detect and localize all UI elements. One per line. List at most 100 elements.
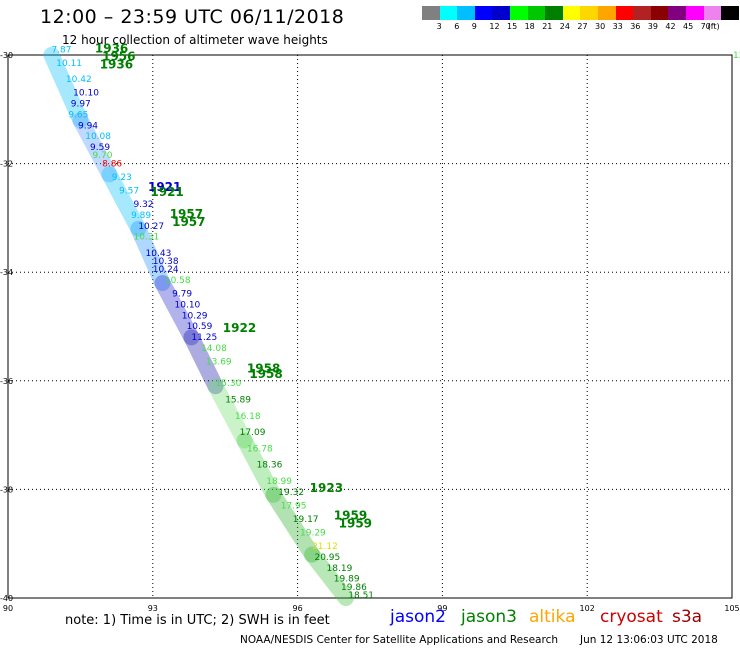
satellite-track-shading xyxy=(43,47,354,606)
credit-line: NOAA/NESDIS Center for Satellite Applica… xyxy=(240,634,558,646)
latitude-labels: -30 -32 -34 -36 -38 -40 xyxy=(0,51,13,603)
legend-unit: (ft) xyxy=(707,22,720,31)
wave-height-value: 10.58 xyxy=(165,276,191,286)
pass-time-label: 1936 xyxy=(95,41,128,55)
wave-height-value: 18.51 xyxy=(348,591,374,601)
legend-tick-label: 42 xyxy=(665,22,676,31)
map-grid xyxy=(8,55,732,598)
pass-time-label: 1956 xyxy=(102,49,135,63)
legend-tick-label: 21 xyxy=(542,22,553,31)
wave-height-value: 19.86 xyxy=(341,583,367,593)
legend-tick-label: 70 xyxy=(700,22,711,31)
legend-tick-label: 33 xyxy=(612,22,623,31)
legend-swatch xyxy=(422,6,440,20)
legend-swatch xyxy=(650,6,669,20)
wave-height-value: 19.29 xyxy=(300,529,326,539)
pass-time-label: 1957 xyxy=(172,215,205,229)
map-subtitle: 12 hour collection of altimeter wave hei… xyxy=(62,33,328,47)
wave-height-value: 18.99 xyxy=(266,477,292,487)
satellite-legend-altika: altika xyxy=(529,607,576,627)
legend-tick-label: 18 xyxy=(524,22,535,31)
track-segment xyxy=(130,220,171,292)
legend-swatch xyxy=(474,6,493,20)
track-segment xyxy=(101,166,147,237)
wave-height-value: 16.18 xyxy=(235,412,261,422)
wave-height-value: 10.29 xyxy=(182,311,208,321)
longitude-tick-label: 102 xyxy=(580,604,595,613)
wave-height-value: 10.10 xyxy=(175,300,201,310)
latitude-tick-label: -38 xyxy=(0,485,13,494)
footnote: note: 1) Time is in UTC; 2) SWH is in fe… xyxy=(65,613,330,628)
wave-height-observations: 7.87 19361956193610.1110.4210.109.979.659… xyxy=(51,41,374,601)
legend-tick-label: 24 xyxy=(559,22,570,31)
longitude-tick-label: 96 xyxy=(293,604,303,613)
edge-value-label: 12 xyxy=(733,51,740,61)
latitude-tick-label: -30 xyxy=(0,51,13,60)
satellite-legend-jason3: jason3 xyxy=(461,607,517,627)
wave-height-value: 9.57 xyxy=(119,186,139,196)
legend-swatch xyxy=(492,6,510,20)
legend-tick-label: 27 xyxy=(577,22,588,31)
wave-height-value: 9.65 xyxy=(68,110,88,120)
wave-height-value: 10.43 xyxy=(146,249,172,259)
legend-swatch xyxy=(439,6,458,20)
legend-tick-label: 6 xyxy=(454,22,460,31)
track-segment xyxy=(207,378,253,449)
wave-height-value: 9.79 xyxy=(172,290,192,300)
wave-height-value: 9.89 xyxy=(131,211,151,221)
wave-height-value: 9.97 xyxy=(71,100,91,110)
wave-height-value: 14.08 xyxy=(201,344,227,354)
wave-height-value: 7.87 xyxy=(51,45,71,55)
track-segment xyxy=(236,432,282,503)
wave-height-value: 19.89 xyxy=(334,575,360,585)
legend-swatch xyxy=(668,6,686,20)
track-segment xyxy=(43,47,89,129)
legend-swatch xyxy=(527,6,546,20)
pass-time-label: 1958 xyxy=(247,362,280,376)
pass-time-label: 1957 xyxy=(170,207,203,221)
legend-swatch xyxy=(597,6,616,20)
longitude-tick-label: 90 xyxy=(3,604,13,613)
wave-height-value: 17.09 xyxy=(240,428,266,438)
wave-height-value: 15.89 xyxy=(225,396,251,406)
pass-time-label: 1923 xyxy=(310,481,343,495)
legend-swatch xyxy=(615,6,634,20)
legend-swatch xyxy=(457,6,475,20)
latitude-tick-label: -40 xyxy=(0,594,13,603)
wave-height-value: 10.27 xyxy=(138,222,164,232)
wave-height-value: 10.59 xyxy=(187,322,213,332)
wave-height-value: 10.24 xyxy=(153,265,179,275)
wave-height-value: 9.32 xyxy=(133,200,153,210)
pass-time-label: 1936 xyxy=(100,58,133,72)
legend-tick-label: 3 xyxy=(436,22,442,31)
legend-tick-label: 36 xyxy=(630,22,641,31)
pass-time-label: 1921 xyxy=(150,185,183,199)
wave-height-value: 8.86 xyxy=(102,159,122,169)
wave-height-value: 20.95 xyxy=(314,553,340,563)
color-legend-bar xyxy=(422,6,739,20)
legend-swatch xyxy=(562,6,581,20)
track-segment xyxy=(183,329,224,395)
pass-time-label: 1921 xyxy=(148,180,181,194)
legend-swatch xyxy=(633,6,651,20)
legend-swatch xyxy=(721,6,739,20)
legend-tick-label: 12 xyxy=(489,22,500,31)
track-segment xyxy=(72,112,118,183)
wave-height-value: 18.36 xyxy=(257,461,283,471)
wave-height-value: 10.42 xyxy=(66,75,92,85)
legend-swatch xyxy=(703,6,722,20)
longitude-tick-label: 93 xyxy=(148,604,158,613)
latitude-tick-label: -36 xyxy=(0,377,13,386)
latitude-tick-label: -32 xyxy=(0,160,13,169)
wave-height-value: 9.70 xyxy=(92,151,112,161)
wave-height-value: 15.30 xyxy=(216,379,242,389)
map-frame xyxy=(7,54,733,599)
wave-height-value: 9.23 xyxy=(112,173,132,183)
generated-timestamp: Jun 12 13:06:03 UTC 2018 xyxy=(580,634,718,646)
wave-height-value: 10.38 xyxy=(153,257,179,267)
wave-height-value: 10.10 xyxy=(73,89,99,99)
satellite-legend-s3a: s3a xyxy=(672,607,703,627)
longitude-tick-label: 99 xyxy=(437,604,447,613)
legend-tick-label: 9 xyxy=(471,22,477,31)
wave-height-value: 17.95 xyxy=(281,501,307,511)
